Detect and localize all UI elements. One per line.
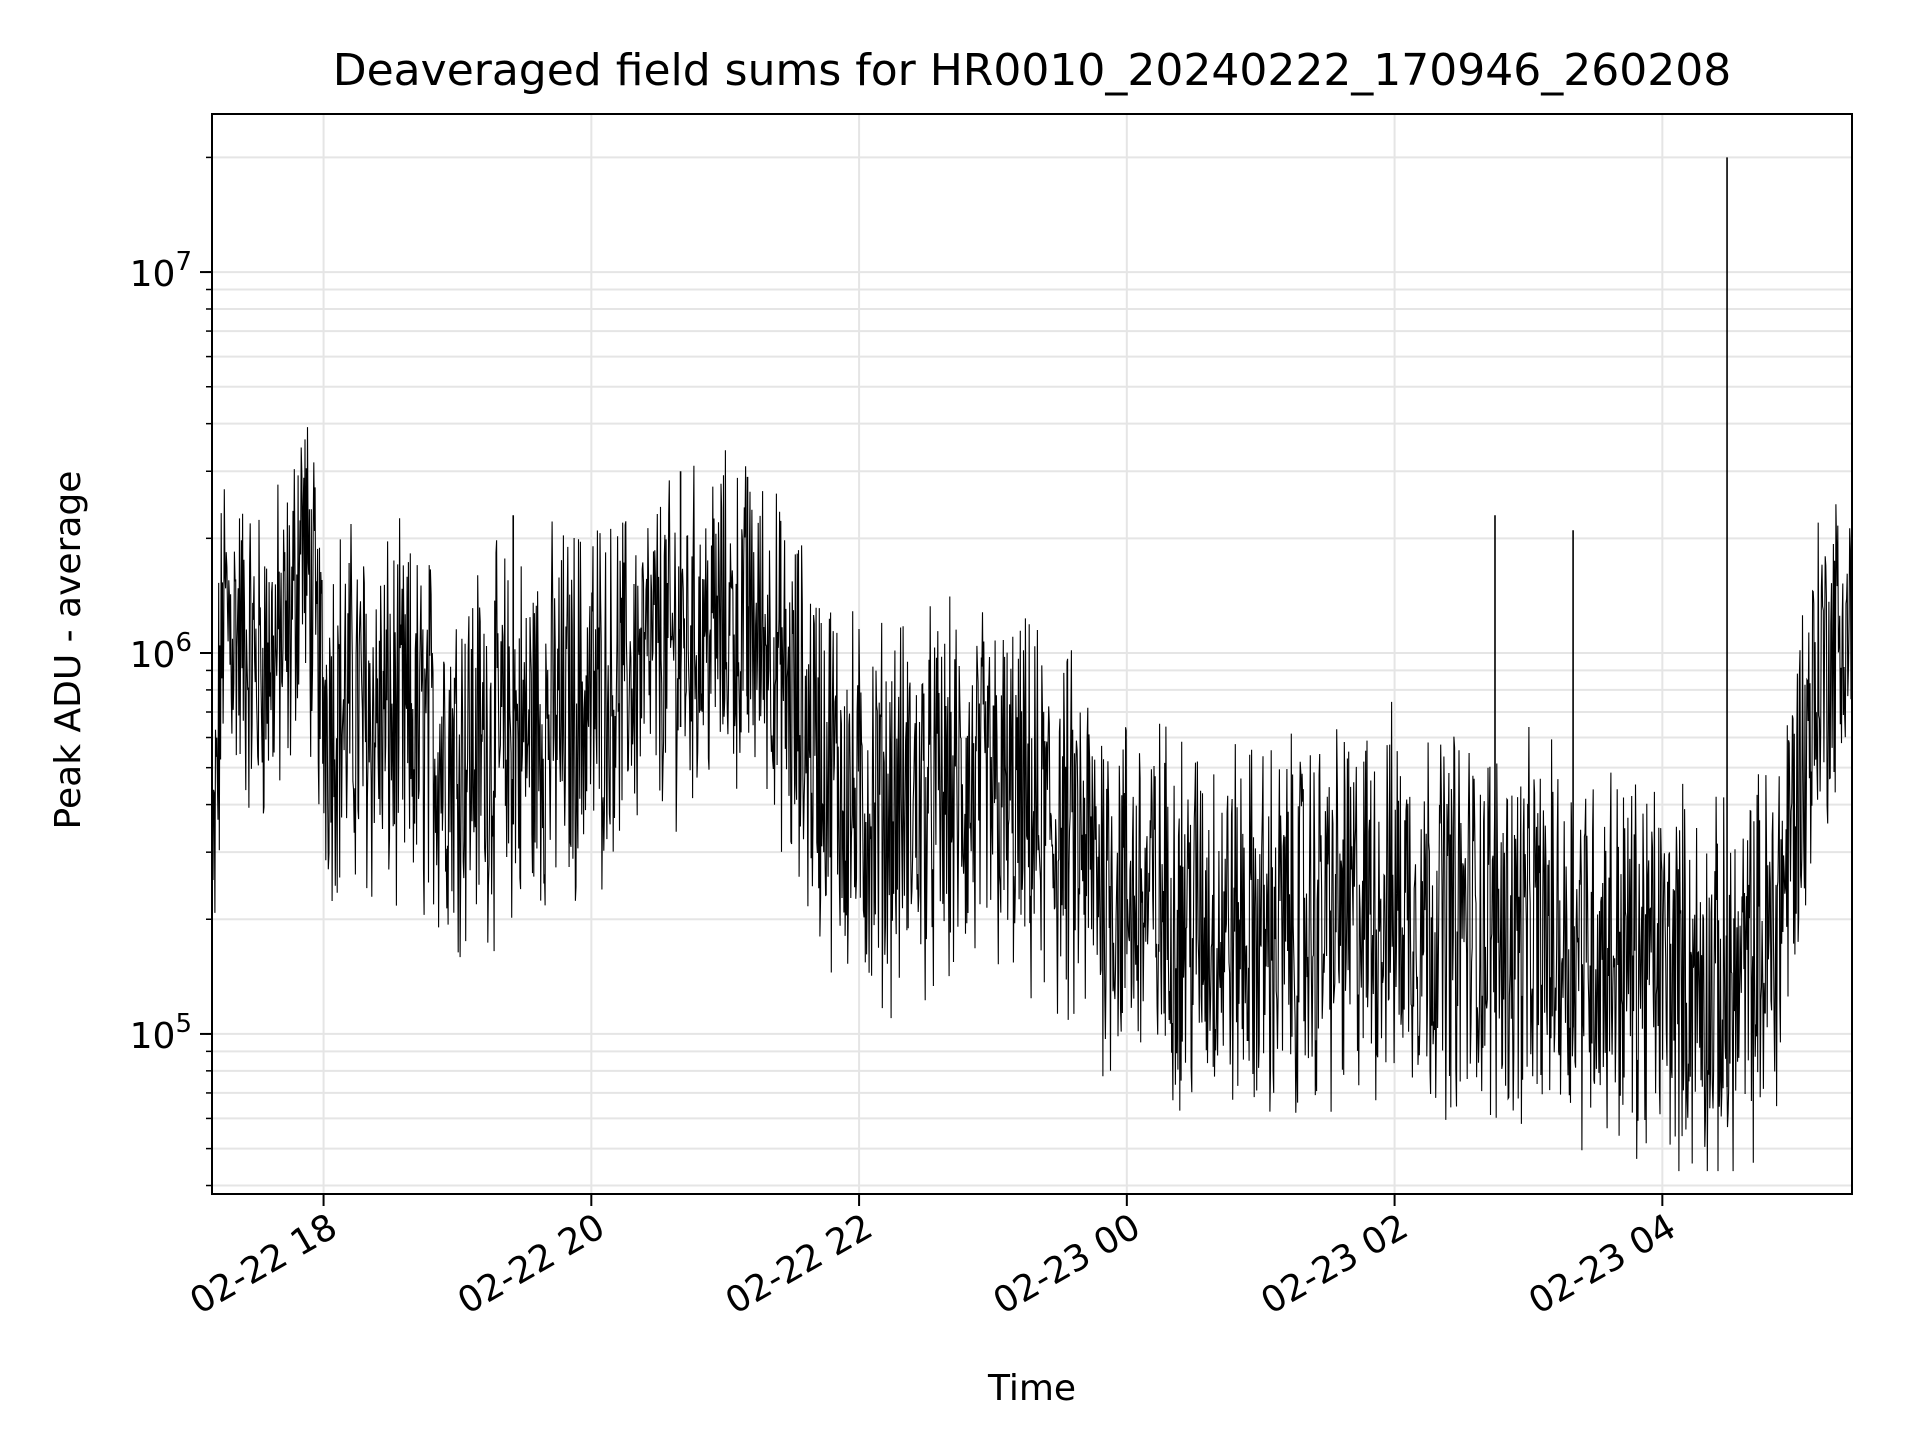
x-tick-label: 02-23 02 <box>1254 1206 1415 1322</box>
x-tick-label: 02-22 18 <box>183 1206 344 1322</box>
x-axis: 02-22 18 02-22 20 02-22 22 02-23 00 02-23 02… <box>183 1194 1683 1323</box>
x-tick-label: 02-22 20 <box>451 1206 612 1322</box>
y-tick-label: 107 <box>130 247 192 295</box>
y-axis-label: Peak ADU - average <box>48 471 89 830</box>
y-tick-label: 106 <box>130 628 192 676</box>
y-tick-label: 105 <box>130 1009 192 1057</box>
series-line <box>212 427 1852 1172</box>
series-layer <box>212 157 1852 1172</box>
x-tick-label: 02-22 22 <box>719 1206 880 1322</box>
grid-lines <box>212 114 1852 1194</box>
y-axis: 105 106 107 <box>130 156 212 1187</box>
x-tick-label: 02-23 04 <box>1522 1206 1683 1322</box>
x-tick-label: 02-23 00 <box>987 1206 1148 1322</box>
x-axis-label: Time <box>987 1368 1076 1409</box>
chart-title: Deaveraged field sums for HR0010_2024022… <box>333 45 1732 96</box>
